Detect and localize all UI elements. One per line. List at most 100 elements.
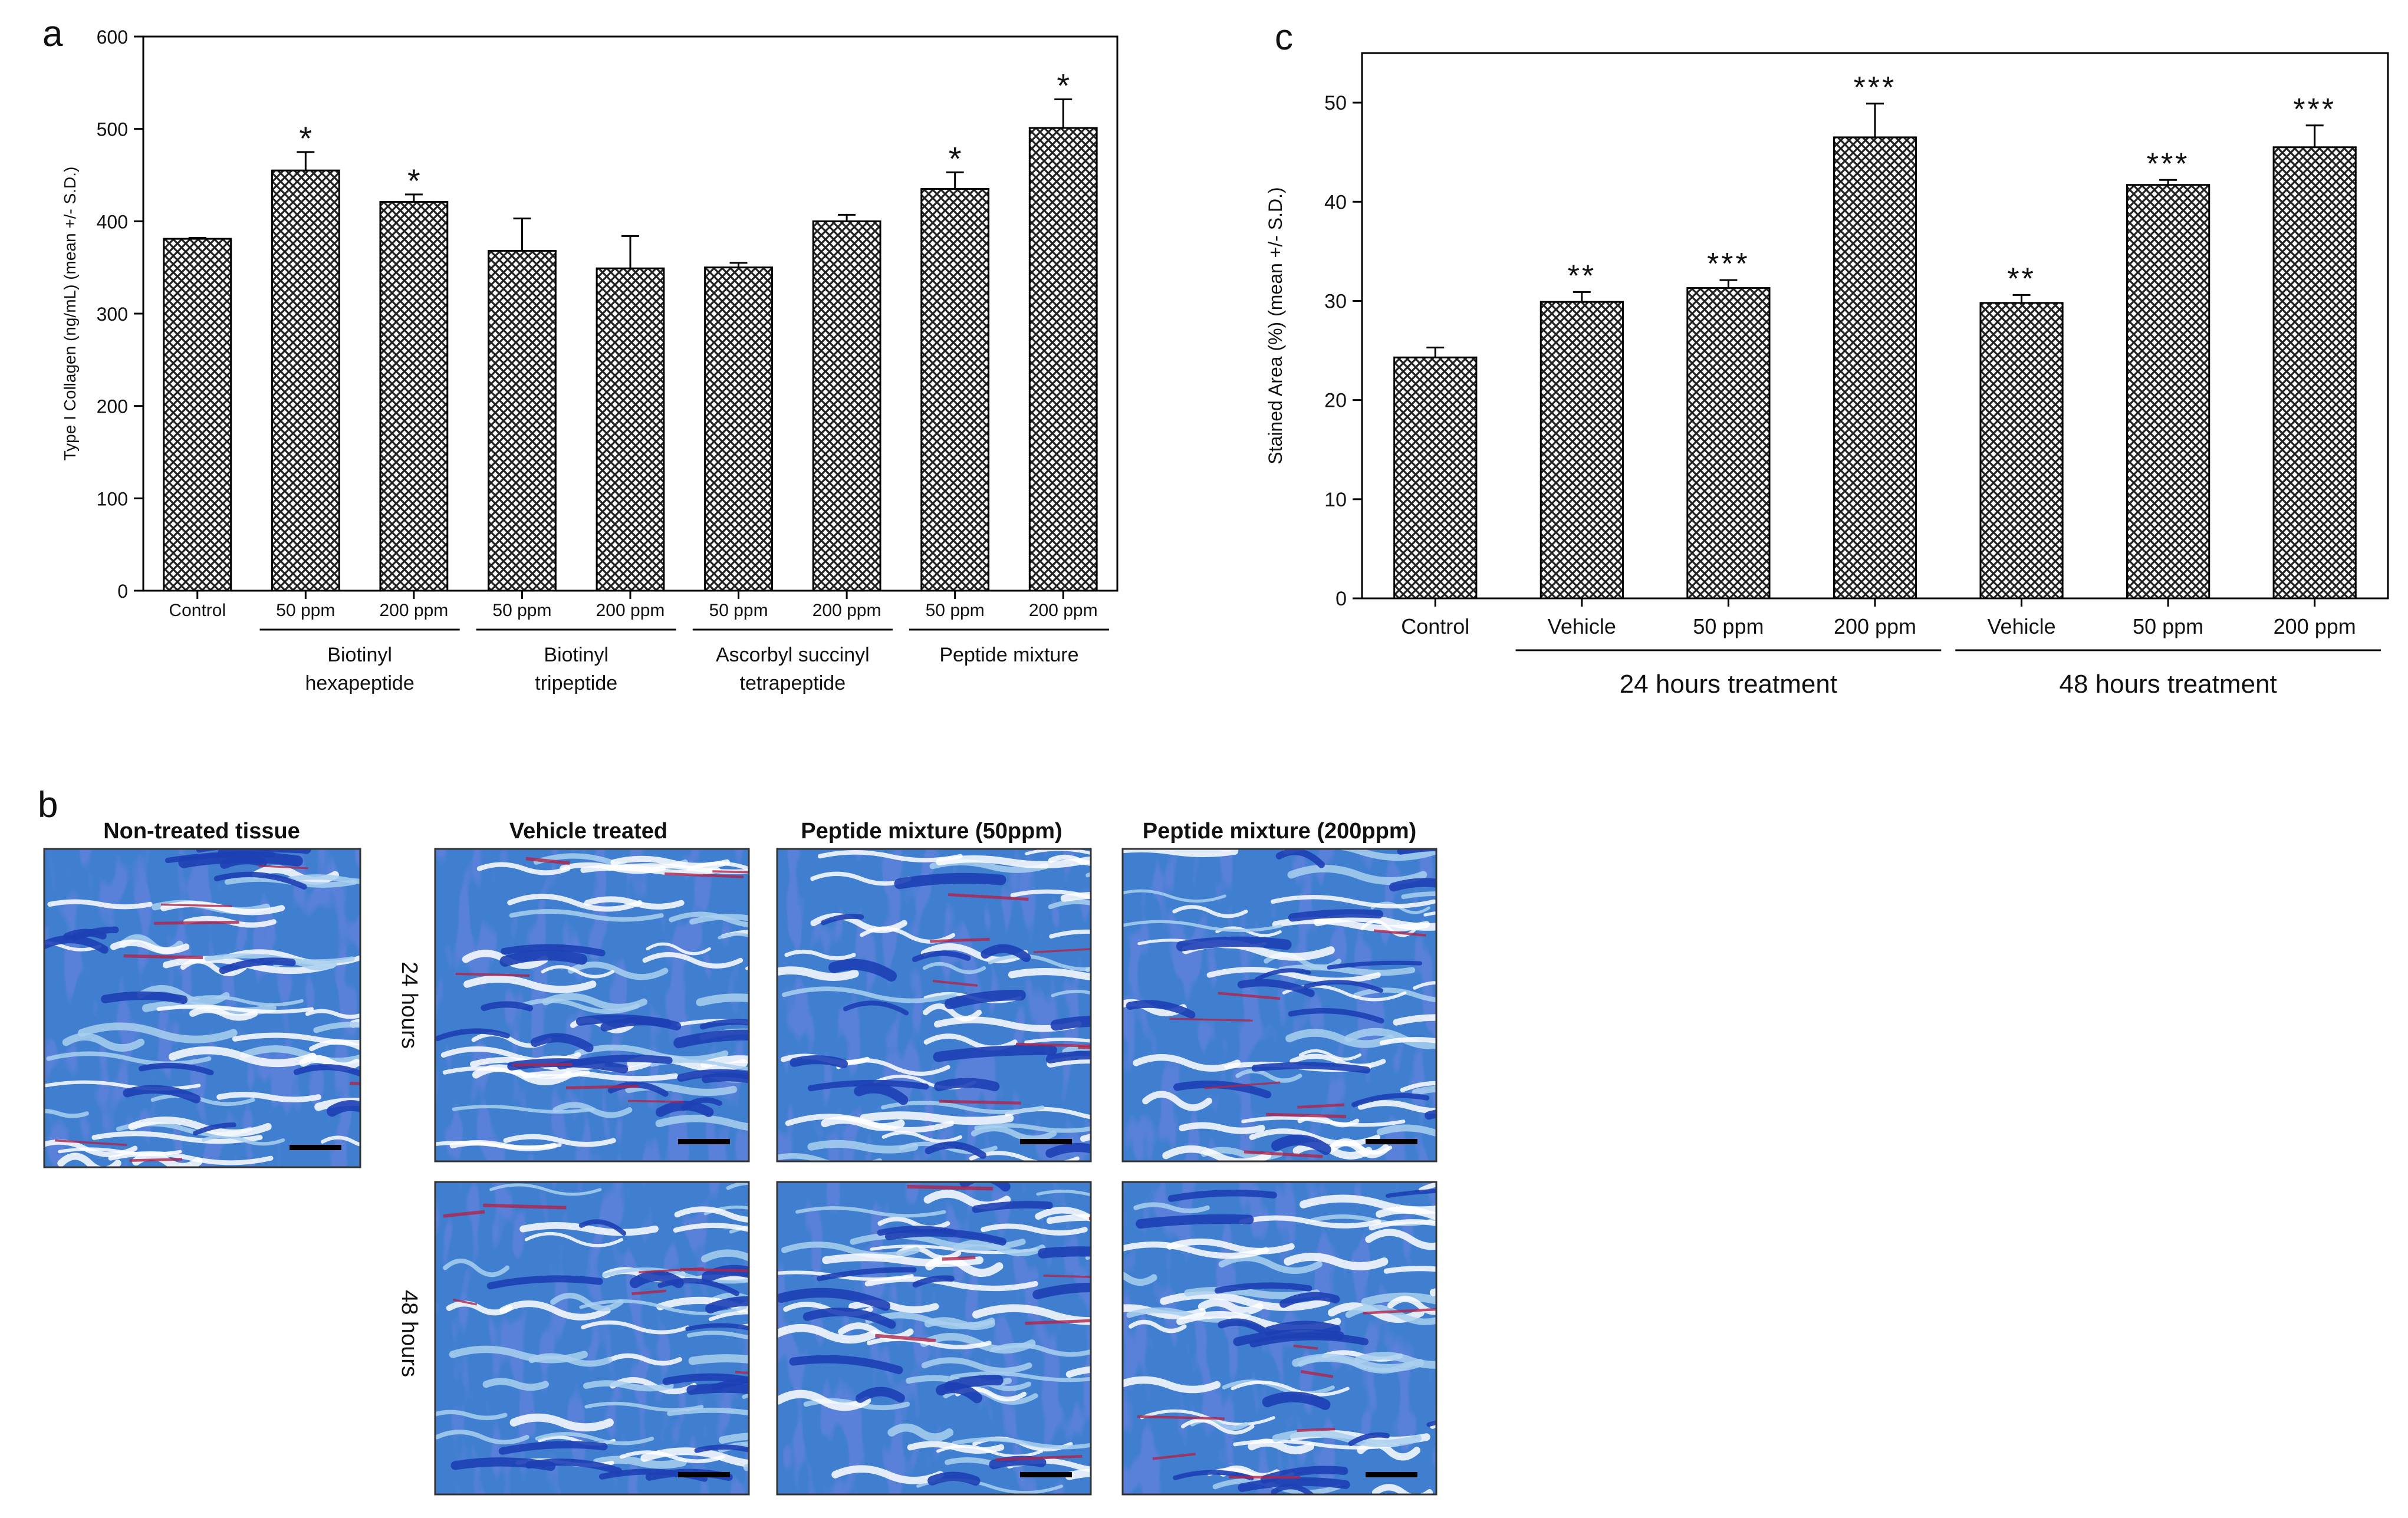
dark-fiber	[1032, 1282, 1091, 1300]
dark-fiber	[1045, 1051, 1091, 1063]
dark-fiber	[843, 1000, 909, 1016]
dark-fiber	[219, 957, 296, 974]
fiber	[1123, 889, 1226, 903]
red-stain	[664, 872, 744, 878]
significance-marker: ***	[2293, 93, 2336, 127]
fiber	[1198, 1298, 1264, 1315]
x-tick-label: 50 ppm	[492, 601, 551, 620]
fiber	[689, 914, 749, 925]
tissue	[44, 849, 360, 1167]
red-stain	[1078, 1045, 1091, 1049]
dark-fiber	[1173, 1080, 1272, 1099]
bar	[812, 220, 881, 592]
bar	[163, 238, 232, 592]
dark-fiber	[807, 1079, 929, 1092]
fiber	[1047, 1055, 1091, 1068]
dark-fiber	[894, 872, 1006, 890]
red-stain	[1266, 1112, 1347, 1118]
dark-fiber	[972, 1201, 1053, 1213]
bar	[488, 249, 557, 592]
red-stain	[129, 1158, 182, 1162]
fiber	[640, 1447, 749, 1468]
fiber	[584, 896, 685, 910]
fiber	[580, 864, 721, 876]
dark-fiber	[123, 1085, 201, 1104]
dark-fiber	[677, 1069, 749, 1082]
fiber	[1412, 1085, 1436, 1096]
dark-fiber	[1288, 909, 1383, 922]
y-tick-label: 30	[1324, 290, 1347, 312]
fiber	[650, 1059, 749, 1071]
fiber	[189, 1006, 258, 1021]
y-axis-label: Type I Collagen (ng/mL) (mean +/- S.D.)	[61, 167, 79, 461]
fiber	[62, 1033, 145, 1052]
fiber	[489, 1183, 602, 1196]
fiber	[1353, 987, 1436, 1003]
dark-fiber	[1214, 1282, 1312, 1294]
micrograph-mixture50-24h	[776, 848, 1092, 1163]
dark-fiber	[486, 1275, 603, 1290]
micrograph-frame	[1121, 1181, 1437, 1496]
red-stain	[1363, 1308, 1436, 1315]
fiber	[1235, 1069, 1302, 1083]
fiber	[579, 1299, 748, 1315]
red-stain	[1297, 1427, 1335, 1432]
fiber	[1292, 1354, 1425, 1372]
red-stain	[995, 1455, 1083, 1461]
bar	[2126, 184, 2210, 600]
fiber	[507, 894, 643, 912]
fiber	[1284, 1252, 1389, 1270]
tissue	[1123, 849, 1436, 1161]
fiber	[202, 1134, 285, 1146]
scale-bar	[1366, 1139, 1417, 1144]
x-tick-label: 200 ppm	[380, 601, 449, 620]
significance-marker: **	[2007, 262, 2035, 296]
fiber	[642, 952, 744, 969]
dark-fiber	[1264, 1321, 1341, 1336]
fiber	[703, 1206, 749, 1216]
red-stain	[525, 857, 570, 865]
fiber	[795, 1206, 946, 1218]
bar	[2272, 146, 2357, 600]
fiber	[131, 1151, 203, 1167]
dark-fiber	[802, 1308, 896, 1329]
dark-fiber	[101, 991, 188, 1005]
row-label-24h: 24 hours	[397, 961, 422, 1049]
y-tick-label: 20	[1324, 390, 1347, 412]
dark-fiber	[501, 944, 606, 957]
fiber	[1046, 1214, 1091, 1224]
dark-fiber	[1389, 878, 1436, 892]
fiber	[777, 1389, 871, 1411]
fiber	[1222, 1379, 1335, 1395]
dark-fiber	[1218, 1318, 1265, 1333]
fiber	[499, 1300, 611, 1321]
bar	[271, 169, 340, 592]
fiber	[1400, 1081, 1436, 1092]
bar	[1979, 302, 2064, 600]
fiber	[1383, 1266, 1436, 1274]
fiber	[1297, 1114, 1360, 1128]
fiber	[287, 874, 360, 884]
histology-panel: Non-treated tissue Vehicle treated Pepti…	[43, 819, 1437, 1496]
fiber	[524, 1231, 624, 1247]
red-stain	[1244, 1150, 1323, 1158]
bar	[1539, 301, 1624, 600]
scale-bar	[678, 1472, 730, 1477]
fiber	[718, 932, 749, 940]
micrograph-frame	[434, 848, 750, 1163]
fiber	[1282, 849, 1436, 861]
dark-fiber	[327, 1100, 360, 1117]
fiber	[782, 986, 957, 1003]
fiber	[1413, 981, 1436, 990]
fiber	[584, 1401, 704, 1412]
micrograph-non-treated	[43, 848, 361, 1168]
dark-fiber	[673, 1029, 749, 1049]
dark-fiber	[1262, 1391, 1331, 1410]
fiber	[1048, 899, 1091, 910]
fiber	[972, 1304, 1091, 1325]
fiber	[1024, 1038, 1091, 1044]
significance-marker: *	[407, 162, 420, 199]
fiber	[1239, 1215, 1381, 1229]
red-stain	[258, 865, 308, 870]
